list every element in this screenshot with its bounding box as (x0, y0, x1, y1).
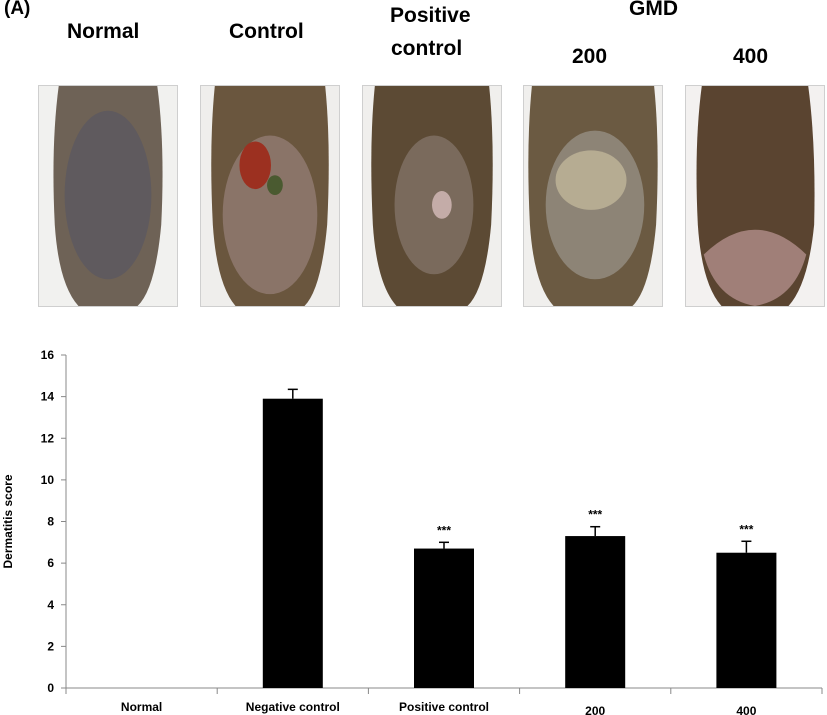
bar (262, 398, 323, 688)
y-tick-label: 8 (47, 515, 54, 529)
chart-bars (262, 388, 777, 688)
bar (414, 548, 474, 688)
photo-label-positive: Positive (390, 4, 471, 27)
lesion-mark (239, 141, 271, 190)
significance-label: *** (588, 508, 602, 522)
shaved-area (703, 229, 807, 306)
y-tick-label: 16 (41, 348, 55, 362)
photo-label-gmd: GMD (629, 0, 678, 20)
x-tick-label: 400 (736, 704, 756, 715)
mouse-photo-gmd-200 (523, 85, 663, 307)
photo-label-positive-control: control (391, 37, 463, 60)
photo-label-200: 200 (572, 45, 608, 68)
x-tick-label: Positive control (399, 700, 489, 714)
panel-label: (A) (4, 0, 31, 19)
mouse-photo-control (200, 85, 340, 307)
y-tick-label: 14 (41, 390, 55, 404)
shaved-area (64, 110, 152, 280)
y-tick-label: 10 (41, 473, 55, 487)
chart-labels: 0 2 4 6 8 10 12 14 16 Dermatitis score Normal Negat… (1, 348, 757, 715)
significance-label: *** (739, 522, 753, 536)
pale-area (432, 191, 452, 219)
y-tick-label: 4 (47, 598, 54, 612)
y-tick-label: 12 (41, 431, 55, 445)
mouse-photo-positive-control (362, 85, 502, 307)
x-tick-label: Negative control (246, 700, 340, 714)
x-tick-label: Normal (121, 700, 162, 714)
lesion-mark (267, 175, 283, 196)
x-tick-label: 200 (585, 704, 605, 715)
photo-label-control: Control (229, 20, 304, 43)
photo-label-normal: Normal (67, 20, 140, 43)
significance-label: *** (437, 523, 451, 537)
photo-label-400: 400 (733, 45, 769, 68)
scaling-area (555, 150, 627, 210)
y-tick-label: 0 (47, 681, 54, 695)
mouse-photo-normal (38, 85, 178, 307)
y-tick-label: 6 (47, 556, 54, 570)
dermatitis-score-chart: 0 2 4 6 8 10 12 14 16 Dermatitis score Normal Negat… (1, 348, 823, 715)
bar (565, 536, 626, 688)
y-tick-label: 2 (47, 639, 54, 653)
bar (716, 552, 777, 688)
y-axis-label: Dermatitis score (1, 474, 15, 568)
mouse-photo-gmd-400 (685, 85, 825, 307)
